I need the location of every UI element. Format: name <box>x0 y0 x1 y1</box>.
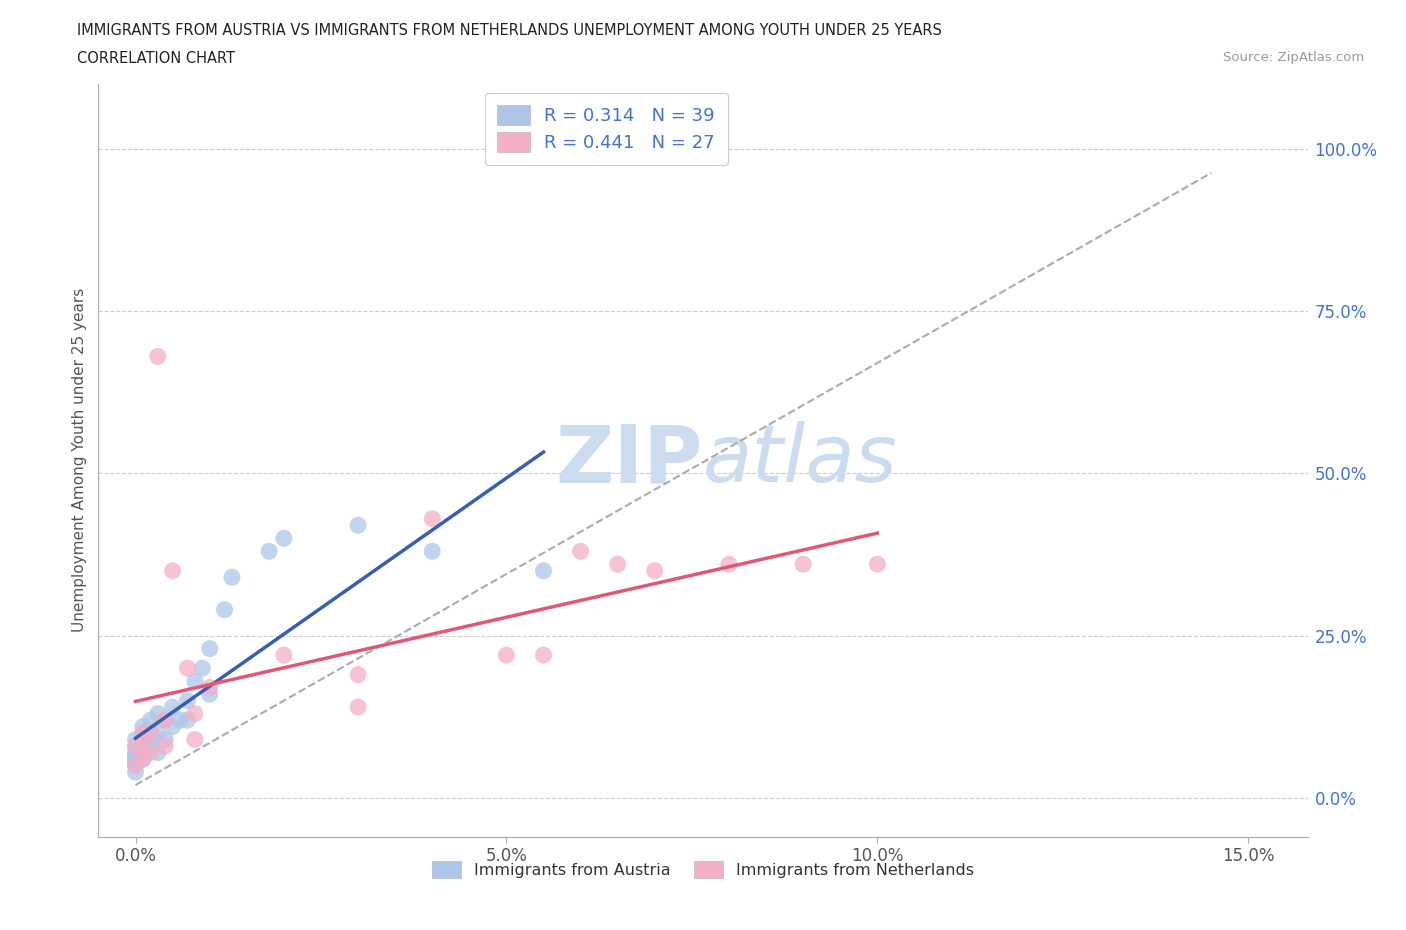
Point <box>132 751 155 766</box>
Point <box>644 564 666 578</box>
Point <box>347 699 370 714</box>
Point <box>162 564 184 578</box>
Point <box>153 738 176 753</box>
Point <box>176 712 198 727</box>
Point <box>273 531 295 546</box>
Point <box>176 693 198 708</box>
Point <box>273 647 295 662</box>
Point <box>139 732 162 747</box>
Point <box>139 725 162 740</box>
Point <box>139 725 162 740</box>
Point <box>569 544 592 559</box>
Point <box>132 719 155 734</box>
Point <box>124 764 146 779</box>
Point <box>132 745 155 760</box>
Point <box>347 518 370 533</box>
Point <box>162 699 184 714</box>
Point <box>198 680 221 695</box>
Point <box>162 719 184 734</box>
Point <box>184 732 207 747</box>
Point <box>146 725 169 740</box>
Text: Source: ZipAtlas.com: Source: ZipAtlas.com <box>1223 51 1364 64</box>
Point <box>169 712 191 727</box>
Point <box>124 755 146 770</box>
Point <box>191 660 214 675</box>
Point <box>124 758 146 773</box>
Point <box>124 745 146 760</box>
Point <box>717 557 740 572</box>
Text: CORRELATION CHART: CORRELATION CHART <box>77 51 235 66</box>
Point <box>124 732 146 747</box>
Point <box>347 667 370 682</box>
Point <box>533 647 555 662</box>
Point <box>533 564 555 578</box>
Point <box>866 557 889 572</box>
Point <box>146 745 169 760</box>
Point <box>132 725 155 740</box>
Point <box>132 725 155 740</box>
Point <box>132 742 155 757</box>
Text: ZIP: ZIP <box>555 421 703 499</box>
Point <box>124 749 146 764</box>
Point <box>132 732 155 747</box>
Point <box>139 712 162 727</box>
Point <box>139 738 162 753</box>
Point <box>124 738 146 753</box>
Point <box>257 544 280 559</box>
Point <box>221 570 243 585</box>
Point <box>132 751 155 766</box>
Text: IMMIGRANTS FROM AUSTRIA VS IMMIGRANTS FROM NETHERLANDS UNEMPLOYMENT AMONG YOUTH : IMMIGRANTS FROM AUSTRIA VS IMMIGRANTS FR… <box>77 23 942 38</box>
Point <box>153 732 176 747</box>
Point <box>146 349 169 364</box>
Point <box>495 647 517 662</box>
Text: atlas: atlas <box>703 421 898 499</box>
Point <box>124 738 146 753</box>
Point <box>153 712 176 727</box>
Legend: Immigrants from Austria, Immigrants from Netherlands: Immigrants from Austria, Immigrants from… <box>420 849 986 889</box>
Point <box>420 544 443 559</box>
Point <box>198 686 221 701</box>
Point <box>198 642 221 657</box>
Point <box>184 673 207 688</box>
Point <box>792 557 814 572</box>
Point <box>124 758 146 773</box>
Point <box>153 712 176 727</box>
Point <box>184 706 207 721</box>
Point <box>146 706 169 721</box>
Point <box>176 660 198 675</box>
Point <box>420 512 443 526</box>
Point <box>214 603 236 618</box>
Point <box>132 738 155 753</box>
Point <box>606 557 628 572</box>
Point <box>139 745 162 760</box>
Point <box>124 751 146 766</box>
Y-axis label: Unemployment Among Youth under 25 years: Unemployment Among Youth under 25 years <box>72 288 87 632</box>
